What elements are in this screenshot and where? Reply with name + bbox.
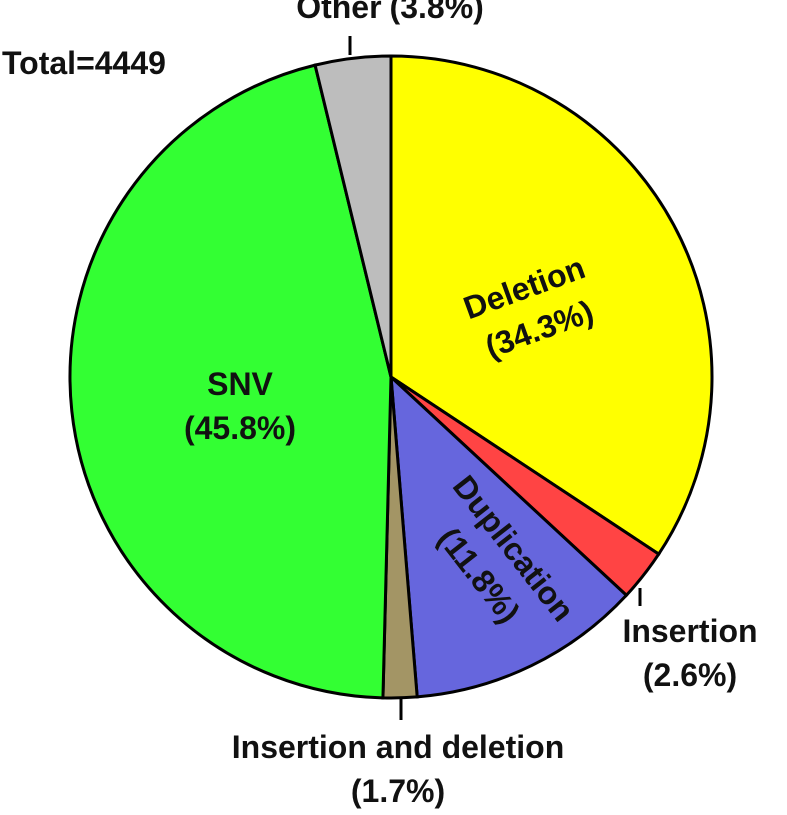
slice-label: Other (3.8%) xyxy=(296,0,484,25)
category-label: Insertion xyxy=(622,613,757,649)
slice-label: Insertion and deletion (1.7%) xyxy=(232,729,564,809)
slice-label: SNV (45.8%) xyxy=(184,366,296,446)
slice-label: Insertion (2.6%) xyxy=(622,613,757,693)
pie-slice xyxy=(68,63,393,700)
pie-slice xyxy=(389,373,629,699)
value-label: (3.8%) xyxy=(390,0,484,25)
pie-slice xyxy=(313,54,393,378)
category-label: SNV xyxy=(207,366,273,402)
value-label: (45.8%) xyxy=(184,410,296,446)
category-label: Insertion and deletion xyxy=(232,729,564,765)
chart-title: Total=4449 xyxy=(2,45,166,81)
value-label: (2.6%) xyxy=(643,657,737,693)
value-label: (1.7%) xyxy=(351,773,445,809)
category-label: Other xyxy=(296,0,381,25)
